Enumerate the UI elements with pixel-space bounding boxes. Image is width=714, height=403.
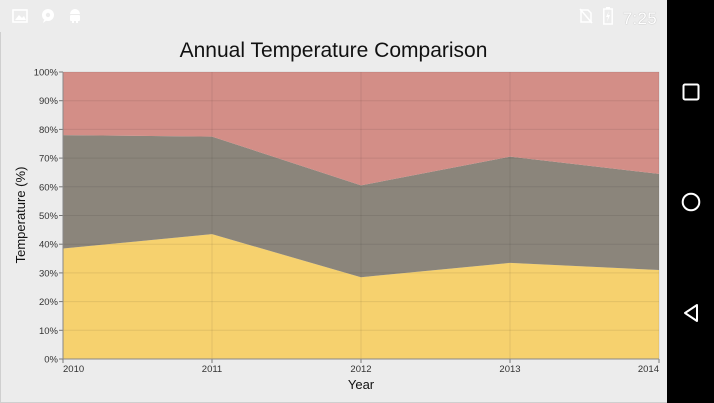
y-tick-label: 80% <box>39 125 59 136</box>
home-button[interactable] <box>675 186 707 218</box>
y-tick-label: 20% <box>39 297 59 308</box>
x-tick-label: 2014 <box>638 364 659 375</box>
battery-charging-icon <box>602 7 613 30</box>
navigation-bar <box>667 0 714 403</box>
x-axis-title: Year <box>348 377 375 392</box>
x-tick-label: 2011 <box>202 364 222 375</box>
y-tick-label: 10% <box>39 326 59 337</box>
y-tick-label: 70% <box>39 154 59 165</box>
x-tick-label: 2012 <box>350 364 371 375</box>
square-icon <box>682 83 700 101</box>
status-clock: 7:25 <box>622 8 657 28</box>
y-tick-label: 0% <box>44 355 58 366</box>
circle-icon <box>681 192 701 212</box>
y-tick-label: 90% <box>39 96 59 107</box>
status-bar: 7:25 <box>0 0 667 32</box>
y-tick-label: 100% <box>34 68 59 79</box>
x-tick-label: 2013 <box>499 364 520 375</box>
image-icon <box>12 9 28 28</box>
chart-title: Annual Temperature Comparison <box>179 39 488 62</box>
y-tick-label: 40% <box>39 240 59 251</box>
area-chart: 0% 10% 20% 30% 40% 50% 60% 70% 80% 90% 100% 2010 201… <box>13 68 660 392</box>
back-button[interactable] <box>675 297 707 329</box>
android-icon <box>68 8 82 29</box>
y-tick-label: 50% <box>39 211 59 222</box>
chat-bubble-icon <box>40 8 56 29</box>
y-tick-label: 60% <box>39 182 59 193</box>
no-sim-icon <box>579 8 593 29</box>
recent-apps-button[interactable] <box>675 76 707 108</box>
area-series-1 <box>63 234 659 359</box>
y-tick-label: 30% <box>39 268 59 279</box>
area-series-3 <box>63 72 659 186</box>
y-axis-title: Temperature (%) <box>13 167 28 264</box>
back-triangle-icon <box>684 304 698 322</box>
x-tick-label: 2010 <box>63 364 84 375</box>
chart-areas <box>63 72 659 359</box>
chart-axes: 0% 10% 20% 30% 40% 50% 60% 70% 80% 90% 100% 2010 201… <box>34 68 660 375</box>
area-series-2 <box>63 135 659 278</box>
